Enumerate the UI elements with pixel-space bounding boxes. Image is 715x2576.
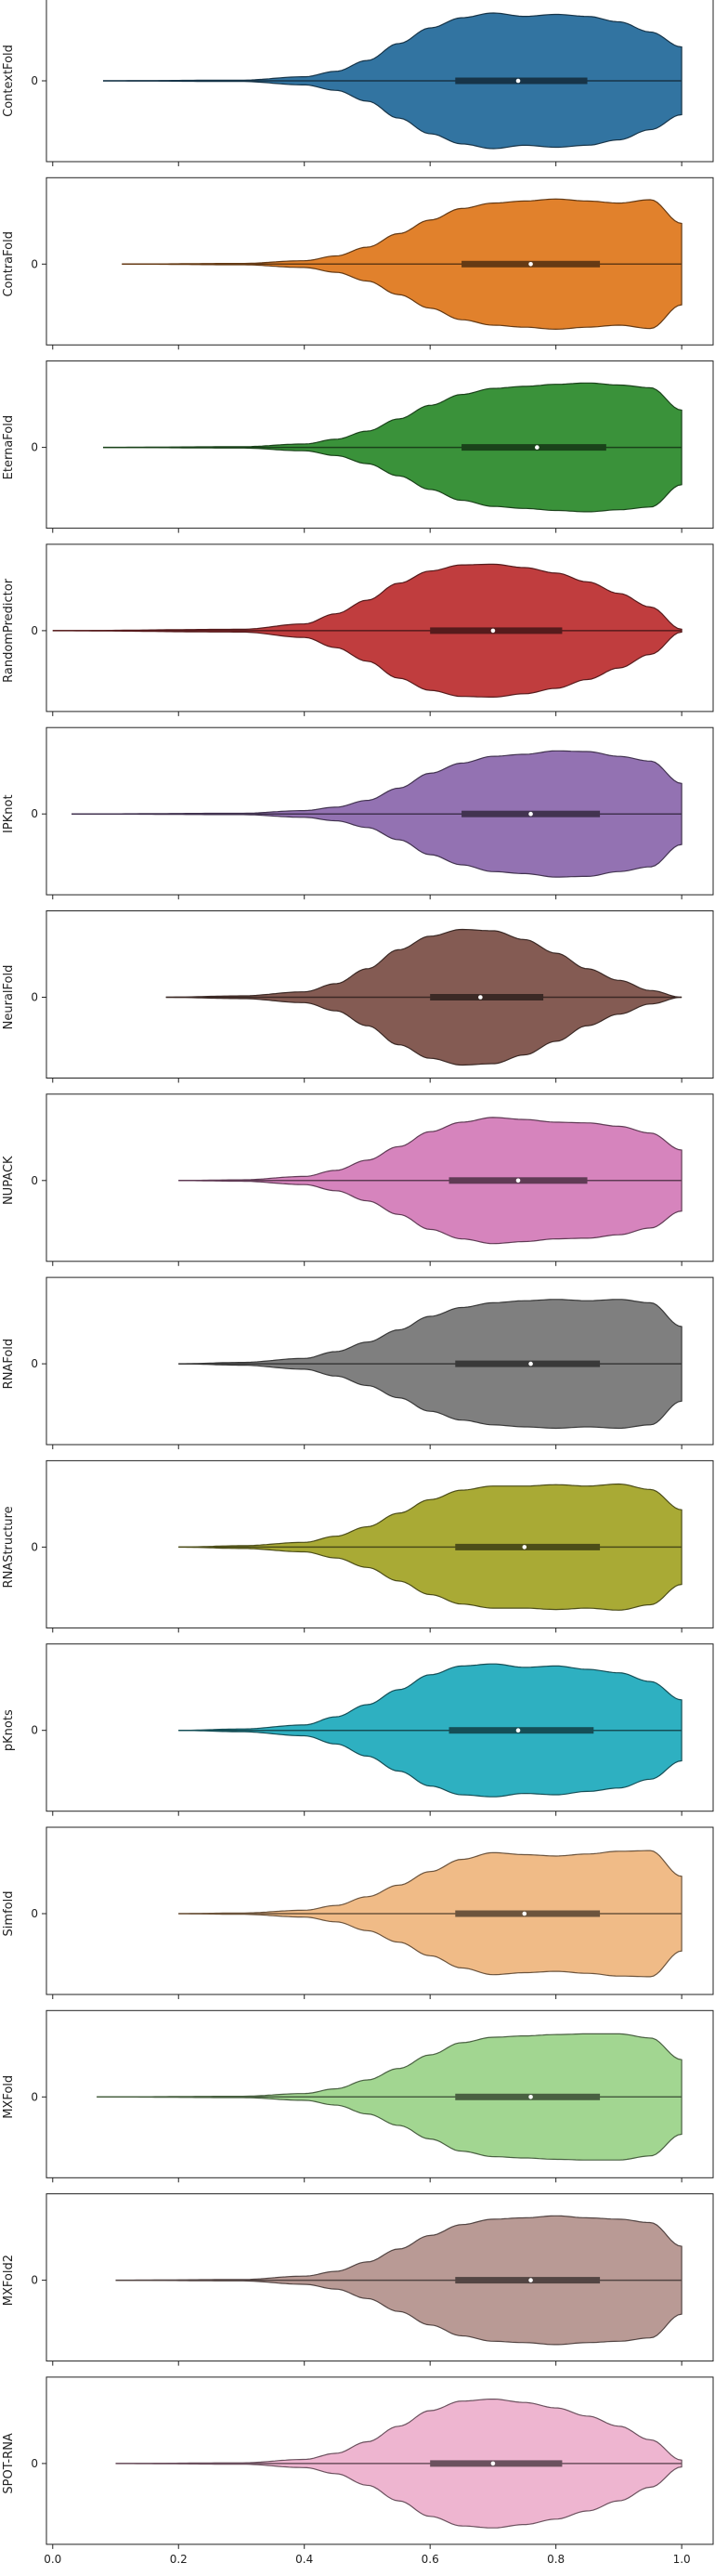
violin-panel-randompredictor: 0 RandomPredictor <box>2 544 713 716</box>
panel-label: RNAFold <box>2 1339 16 1389</box>
violin-median <box>528 2278 533 2282</box>
panel-label: Simfold <box>2 1891 16 1937</box>
violin-panel-rnastructure: 0 RNAStructure <box>2 1460 713 1632</box>
violin-panel-simfold: 0 Simfold <box>2 1827 713 1999</box>
y-tick-label: 0 <box>31 1357 38 1370</box>
violin-median <box>528 2095 533 2099</box>
y-tick-label: 0 <box>31 2090 38 2103</box>
x-tick-label: 0.2 <box>170 2553 188 2566</box>
violin-iqr-box <box>430 627 562 634</box>
x-tick-label: 0.0 <box>44 2553 61 2566</box>
violin-iqr-box <box>455 2094 600 2100</box>
panel-label: SPOT-RNA <box>2 2433 16 2494</box>
x-tick-label: 0.8 <box>547 2553 565 2566</box>
violin-panel-nupack: 0 NUPACK <box>2 1094 713 1266</box>
panel-label: RandomPredictor <box>2 578 16 683</box>
violin-iqr-box <box>430 994 543 1000</box>
y-tick-label: 0 <box>31 1724 38 1737</box>
y-tick-label: 0 <box>31 624 38 637</box>
violin-panel-pknots: 0 pKnots <box>2 1644 713 1816</box>
violin-panel-mxfold2: 0 MXFold2 <box>2 2194 713 2366</box>
y-tick-label: 0 <box>31 1907 38 1920</box>
violin-iqr-box <box>430 2460 562 2466</box>
y-tick-label: 0 <box>31 2274 38 2287</box>
violin-iqr-box <box>455 1544 600 1550</box>
violin-panel-contrafold: 0 ContraFold <box>2 177 713 349</box>
violin-median <box>528 1362 533 1366</box>
y-tick-label: 0 <box>31 257 38 270</box>
violin-median <box>528 262 533 267</box>
panel-label: MXFold2 <box>2 2255 16 2306</box>
violin-panel-rnafold: 0 RNAFold <box>2 1277 713 1449</box>
violin-iqr-box <box>462 444 606 451</box>
violin-iqr-box <box>455 2277 600 2283</box>
violin-panel-ipknot: 0 IPKnot <box>2 727 713 899</box>
y-tick-label: 0 <box>31 1540 38 1553</box>
violin-iqr-box <box>455 78 587 85</box>
violin-median <box>522 1912 526 1916</box>
panel-label: EternaFold <box>2 415 16 479</box>
violin-iqr-box <box>449 1727 594 1733</box>
violin-median <box>491 2462 496 2466</box>
x-tick-label: 1.0 <box>673 2553 691 2566</box>
violin-panel-mxfold: 0 MXFold <box>2 2010 713 2182</box>
violin-median <box>516 79 521 84</box>
violin-panel-spot-rna: 0 SPOT-RNA <box>2 2377 713 2549</box>
y-tick-label: 0 <box>31 807 38 820</box>
y-tick-label: 0 <box>31 991 38 1004</box>
violin-median <box>535 445 540 450</box>
panel-label: RNAStructure <box>2 1506 16 1588</box>
y-tick-label: 0 <box>31 2457 38 2470</box>
violin-median <box>491 629 496 634</box>
x-tick-label: 0.6 <box>422 2553 439 2566</box>
panel-label: NUPACK <box>2 1156 16 1205</box>
panel-label: ContraFold <box>2 231 16 297</box>
violin-median <box>478 995 483 1000</box>
violin-median <box>516 1179 521 1183</box>
panel-label: ContextFold <box>2 45 16 117</box>
violin-panel-contextfold: 0 ContextFold <box>2 0 713 166</box>
violin-panel-eternafold: 0 EternaFold <box>2 361 713 533</box>
violin-panel-neuralfold: 0 NeuralFold <box>2 911 713 1083</box>
y-tick-label: 0 <box>31 441 38 454</box>
violin-iqr-box <box>455 1361 600 1367</box>
panel-label: NeuralFold <box>2 965 16 1030</box>
violin-iqr-box <box>455 1911 600 1917</box>
y-tick-label: 0 <box>31 74 38 87</box>
violin-median <box>528 812 533 817</box>
y-tick-label: 0 <box>31 1174 38 1187</box>
panel-label: IPKnot <box>2 794 16 833</box>
panel-label: pKnots <box>2 1709 16 1751</box>
violin-median <box>516 1728 521 1733</box>
violin-median <box>522 1545 526 1550</box>
x-tick-label: 0.4 <box>295 2553 313 2566</box>
panel-label: MXFold <box>2 2075 16 2119</box>
